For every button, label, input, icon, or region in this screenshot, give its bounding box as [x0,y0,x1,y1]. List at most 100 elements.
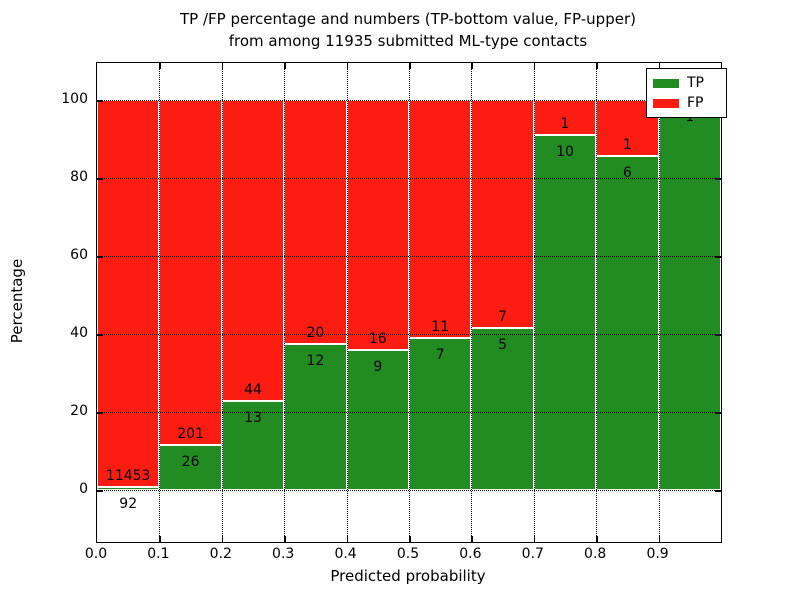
y-tick-mark-right [715,178,721,180]
x-tick-mark [658,536,661,542]
annotation-tp-count: 12 [306,352,325,369]
x-tick-label: 0.5 [396,546,420,562]
x-tick-mark-top [533,63,536,69]
legend-swatch-fp [653,98,679,108]
x-tick-mark-top [471,63,473,69]
y-tick-mark [97,490,103,492]
y-tick-label: 20 [70,403,88,419]
annotation-fp-count: 1 [560,116,570,133]
legend-item-fp: FP [653,93,720,113]
annotation-tp-count: 10 [556,144,574,161]
gridline-vertical [533,63,535,542]
annotation-fp-count: 201 [177,426,204,443]
bar-segment-fp [221,100,285,402]
x-tick-mark [409,536,411,542]
x-tick-mark [533,536,536,542]
x-tick-label: 0.6 [459,546,482,562]
legend-swatch-tp [653,78,679,88]
gridline-vertical [471,63,473,542]
plot-area: 11453922012644132012169117751101601 TP F… [96,62,727,543]
x-axis-label: Predicted probability [330,567,486,585]
gridline-vertical [409,63,410,542]
y-tick-mark [97,412,103,414]
x-tick-mark [159,536,161,542]
x-tick-label: 0.0 [84,546,108,562]
y-axis-label: Percentage [8,258,26,344]
x-tick-mark-top [658,63,661,69]
y-tick-label: 80 [70,169,88,185]
bar-segment-tp [658,100,721,490]
x-tick-mark-top [409,63,411,69]
legend-label-tp: TP [687,75,704,91]
annotation-fp-count: 7 [498,308,508,325]
bar-segment-fp [346,100,409,350]
legend: TP FP [646,68,727,118]
x-tick-mark-top [596,63,598,69]
bar-segment-fp [97,100,160,487]
gridline-vertical [159,63,161,542]
x-tick-label: 0.7 [521,546,544,562]
y-tick-label: 100 [61,91,88,107]
bar-segment-tp [596,155,659,490]
y-tick-mark [97,256,103,258]
chart-title-line1: TP /FP percentage and numbers (TP-bottom… [180,10,636,28]
y-tick-mark [97,178,103,180]
bar-segment-tp [471,327,534,490]
annotation-tp-count: 9 [373,358,383,375]
x-tick-label: 0.8 [584,546,607,562]
y-tick-mark [97,100,103,102]
y-tick-mark-right [715,334,721,336]
y-tick-label: 60 [70,247,88,263]
annotation-fp-count: 11 [431,319,450,336]
x-tick-mark [221,536,224,542]
x-tick-mark [596,536,598,542]
bar-segment-tp [409,338,472,490]
x-tick-mark-top [346,63,349,69]
chart-title-line2: from among 11935 submitted ML-type conta… [228,32,588,50]
x-tick-mark-top [159,63,161,69]
x-tick-mark [471,536,473,542]
annotation-tp-count: 26 [181,454,200,471]
x-tick-label: 0.1 [147,546,170,562]
gridline-vertical [658,63,660,542]
y-tick-mark [97,334,103,336]
legend-item-tp: TP [653,73,720,93]
y-tick-mark-right [715,412,721,414]
x-tick-label: 0.9 [646,546,669,562]
bar-segment-fp [409,100,472,339]
annotation-tp-count: 5 [498,336,508,353]
annotation-tp-count: 6 [622,164,632,181]
x-tick-mark [284,536,286,542]
y-tick-mark-right [715,256,721,258]
annotation-tp-count: 13 [244,410,262,427]
gridline-vertical [596,63,598,542]
x-tick-mark [346,536,349,542]
annotation-tp-count: 7 [435,347,445,364]
annotation-fp-count: 44 [244,382,262,399]
bar-segment-tp [97,486,160,490]
bar-segment-tp [533,135,597,490]
annotation-fp-count: 16 [368,330,387,347]
y-tick-label: 40 [70,325,88,341]
annotation-fp-count: 20 [306,324,325,341]
x-tick-label: 0.4 [334,546,357,562]
x-tick-mark-top [284,63,286,69]
bar-segment-fp [471,100,534,328]
gridline-vertical [284,63,286,542]
annotation-fp-count: 11453 [105,467,151,484]
legend-label-fp: FP [687,95,704,111]
y-tick-mark-right [715,490,721,492]
bar-segment-tp [284,343,347,490]
bar-segment-tp [159,445,222,490]
bar-segment-tp [346,349,409,490]
bar-segment-fp [284,100,347,344]
x-tick-label: 0.3 [272,546,295,562]
y-tick-label: 0 [79,481,88,497]
x-tick-label: 0.2 [209,546,232,562]
gridline-vertical [221,63,223,542]
gridline-vertical [346,63,348,542]
annotation-fp-count: 1 [622,136,632,153]
annotation-tp-count: 92 [119,495,138,512]
x-tick-mark-top [221,63,224,69]
